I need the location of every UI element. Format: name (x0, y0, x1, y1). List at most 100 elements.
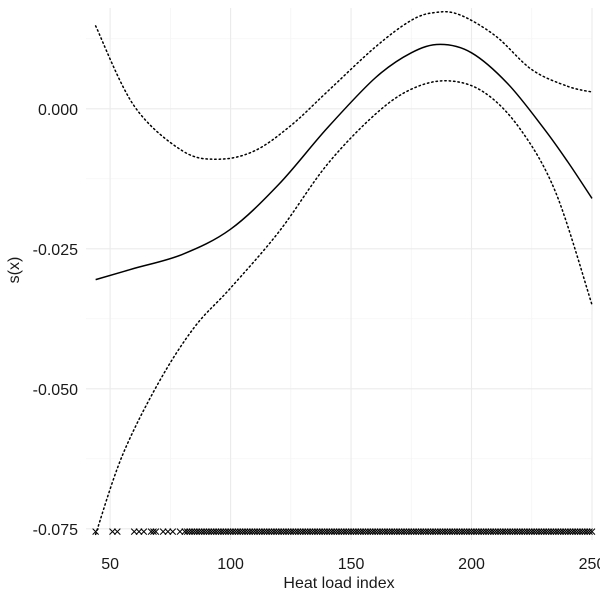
rug-mark (140, 528, 148, 535)
rug-mark (265, 528, 273, 535)
rug-mark (277, 528, 285, 535)
rug-mark (485, 528, 492, 535)
rug-mark (304, 528, 312, 535)
rug-mark (412, 528, 420, 535)
rug-mark (280, 528, 287, 535)
rug-mark (523, 528, 531, 535)
rug-mark (410, 528, 418, 535)
rug-mark (113, 528, 121, 535)
rug-mark (297, 528, 304, 535)
rug-mark (318, 528, 326, 535)
rug-mark (326, 528, 333, 535)
rug-mark (224, 528, 232, 535)
rug-mark (547, 528, 555, 535)
rug-mark (193, 528, 201, 535)
rug-mark (282, 528, 290, 535)
rug-mark (227, 528, 234, 535)
rug-mark (470, 528, 478, 535)
rug-mark (434, 528, 442, 535)
rug-mark (388, 528, 396, 535)
rug-mark (354, 528, 362, 535)
rug-mark (330, 528, 338, 535)
rug-mark (352, 528, 360, 535)
rug-mark (494, 528, 502, 535)
rug-mark (364, 528, 372, 535)
rug-mark (398, 528, 406, 535)
rug-mark (391, 528, 398, 535)
rug-mark (147, 528, 155, 535)
rug-mark (251, 528, 259, 535)
rug-mark (309, 528, 316, 535)
rug-mark (386, 528, 393, 535)
upper-confidence-line (94, 10, 593, 160)
rug-mark (232, 528, 239, 535)
rug-mark (256, 528, 263, 535)
rug-mark (198, 528, 206, 535)
rug-mark (566, 528, 574, 535)
rug-mark (395, 528, 403, 535)
rug-mark (475, 528, 483, 535)
rug-mark (446, 528, 454, 535)
rug-mark (393, 528, 401, 535)
rug-mark (260, 528, 268, 535)
rug-mark (350, 528, 357, 535)
rug-mark (562, 528, 569, 535)
rug-mark (152, 528, 160, 535)
x-axis-title: Heat load index (283, 575, 394, 592)
rug-mark (542, 528, 550, 535)
rug-mark (472, 528, 480, 535)
rug-mark (150, 528, 157, 535)
rug-mark (333, 528, 340, 535)
rug-mark (506, 528, 514, 535)
rug-mark (323, 528, 331, 535)
rug-mark (535, 528, 543, 535)
rug-mark (321, 528, 328, 535)
series-layer (94, 10, 593, 536)
x-tick-label: 50 (101, 556, 119, 573)
rug-mark (571, 528, 579, 535)
rug-mark (292, 528, 299, 535)
rug-mark (489, 528, 497, 535)
y-tick-label: -0.050 (33, 382, 78, 399)
rug-mark (557, 528, 565, 535)
rug-mark (270, 528, 278, 535)
rug-mark (444, 528, 451, 535)
rug-mark (492, 528, 499, 535)
rug-mark (460, 528, 468, 535)
rug-mark (574, 528, 581, 535)
rug-mark (453, 528, 461, 535)
rug-mark (403, 528, 410, 535)
rug-mark (357, 528, 365, 535)
rug-mark (369, 528, 377, 535)
rug-mark (559, 528, 567, 535)
grid (86, 8, 593, 540)
rug-mark (477, 528, 485, 535)
rug-mark (439, 528, 446, 535)
rug-mark (552, 528, 560, 535)
rug-mark (564, 528, 572, 535)
rug-mark (465, 528, 473, 535)
rug-mark (528, 528, 536, 535)
rug-mark (258, 528, 266, 535)
rug-mark (347, 528, 355, 535)
rug-mark (191, 528, 198, 535)
rug-mark (130, 528, 138, 535)
rug-mark (92, 528, 99, 535)
rug-mark (299, 528, 307, 535)
rug-mark (501, 528, 509, 535)
rug-mark (287, 528, 295, 535)
rug-mark (246, 528, 254, 535)
rug-mark (504, 528, 512, 535)
rug-mark (241, 528, 249, 535)
rug-mark (513, 528, 521, 535)
rug-mark (205, 528, 213, 535)
rug-mark (176, 528, 184, 535)
rug-mark (217, 528, 225, 535)
rug-mark (569, 528, 577, 535)
rug-mark (482, 528, 490, 535)
rug-mark (415, 528, 422, 535)
lower-confidence-line (94, 80, 593, 536)
rug-mark (525, 528, 533, 535)
